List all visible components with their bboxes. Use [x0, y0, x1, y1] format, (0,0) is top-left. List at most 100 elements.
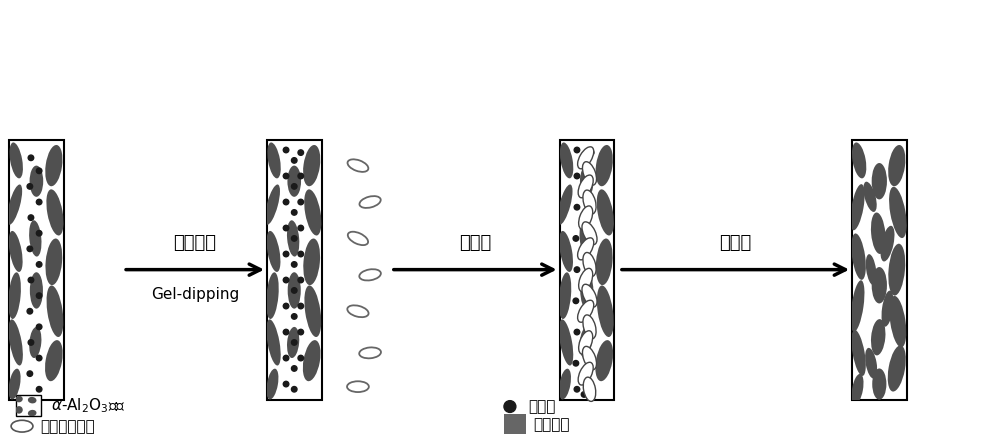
Ellipse shape	[267, 142, 281, 178]
Ellipse shape	[872, 368, 886, 400]
Ellipse shape	[45, 145, 62, 186]
Circle shape	[291, 210, 297, 215]
Circle shape	[573, 298, 579, 304]
Ellipse shape	[28, 397, 37, 403]
Circle shape	[291, 236, 297, 241]
Circle shape	[28, 277, 34, 283]
Circle shape	[298, 303, 304, 309]
Circle shape	[283, 303, 289, 309]
Circle shape	[574, 329, 580, 335]
Ellipse shape	[865, 348, 877, 379]
Ellipse shape	[582, 162, 597, 185]
Ellipse shape	[557, 185, 573, 225]
Circle shape	[504, 401, 516, 413]
Circle shape	[581, 314, 587, 319]
Ellipse shape	[559, 369, 571, 400]
Circle shape	[291, 262, 297, 267]
Ellipse shape	[871, 319, 885, 355]
Ellipse shape	[579, 331, 593, 354]
Circle shape	[298, 199, 304, 205]
Ellipse shape	[583, 377, 596, 401]
Ellipse shape	[596, 145, 613, 186]
Ellipse shape	[266, 319, 281, 366]
Ellipse shape	[578, 362, 593, 385]
Ellipse shape	[7, 185, 22, 225]
Circle shape	[291, 340, 297, 345]
Ellipse shape	[880, 226, 894, 262]
Circle shape	[36, 387, 42, 392]
Text: 致密的膜: 致密的膜	[534, 417, 570, 432]
Ellipse shape	[582, 284, 597, 307]
Circle shape	[574, 147, 580, 153]
Circle shape	[588, 298, 594, 304]
Ellipse shape	[348, 232, 368, 245]
Ellipse shape	[583, 315, 596, 339]
Bar	[560, 140, 614, 400]
Ellipse shape	[30, 272, 43, 309]
Ellipse shape	[872, 163, 887, 199]
Ellipse shape	[851, 330, 866, 376]
Circle shape	[588, 329, 594, 335]
Ellipse shape	[580, 272, 593, 309]
Circle shape	[291, 366, 297, 371]
Circle shape	[581, 283, 587, 288]
Circle shape	[27, 371, 33, 376]
Circle shape	[298, 150, 304, 155]
Ellipse shape	[863, 182, 877, 212]
Text: 后处理: 后处理	[719, 234, 752, 252]
Ellipse shape	[303, 238, 320, 285]
Ellipse shape	[267, 231, 280, 272]
Ellipse shape	[304, 285, 321, 337]
Circle shape	[581, 189, 587, 194]
Ellipse shape	[578, 300, 594, 322]
Circle shape	[283, 329, 289, 335]
Ellipse shape	[29, 327, 41, 358]
Ellipse shape	[9, 231, 23, 272]
Ellipse shape	[266, 272, 279, 319]
Ellipse shape	[9, 142, 23, 178]
Ellipse shape	[851, 280, 864, 332]
Circle shape	[283, 225, 289, 231]
Ellipse shape	[287, 327, 299, 358]
Ellipse shape	[287, 166, 301, 197]
Circle shape	[588, 176, 594, 181]
Ellipse shape	[15, 396, 23, 402]
Ellipse shape	[583, 253, 596, 276]
Ellipse shape	[597, 190, 614, 236]
Ellipse shape	[851, 233, 866, 280]
Ellipse shape	[580, 166, 594, 197]
Ellipse shape	[45, 340, 63, 381]
Circle shape	[588, 267, 594, 272]
Circle shape	[283, 251, 289, 257]
Bar	[16, 395, 41, 416]
Circle shape	[588, 204, 594, 210]
Ellipse shape	[580, 327, 592, 358]
Circle shape	[588, 150, 594, 155]
Circle shape	[298, 251, 304, 257]
Ellipse shape	[850, 184, 865, 230]
Ellipse shape	[9, 369, 21, 400]
Ellipse shape	[578, 238, 594, 260]
Ellipse shape	[578, 175, 593, 198]
Ellipse shape	[359, 196, 381, 208]
Ellipse shape	[287, 220, 299, 257]
Ellipse shape	[8, 319, 23, 366]
Ellipse shape	[597, 285, 614, 337]
Circle shape	[574, 173, 580, 179]
Circle shape	[36, 293, 42, 298]
Ellipse shape	[583, 190, 596, 214]
Circle shape	[28, 155, 34, 160]
Ellipse shape	[866, 254, 876, 285]
Circle shape	[298, 329, 304, 335]
Ellipse shape	[889, 296, 906, 348]
Circle shape	[36, 168, 42, 173]
Ellipse shape	[559, 231, 573, 272]
Ellipse shape	[15, 406, 23, 414]
Ellipse shape	[888, 244, 905, 296]
Circle shape	[581, 345, 587, 350]
Ellipse shape	[888, 345, 906, 392]
Circle shape	[283, 147, 289, 153]
Ellipse shape	[889, 187, 907, 238]
Text: $\alpha$-Al$_2$O$_3$载体: $\alpha$-Al$_2$O$_3$载体	[51, 396, 125, 415]
Ellipse shape	[347, 306, 369, 317]
